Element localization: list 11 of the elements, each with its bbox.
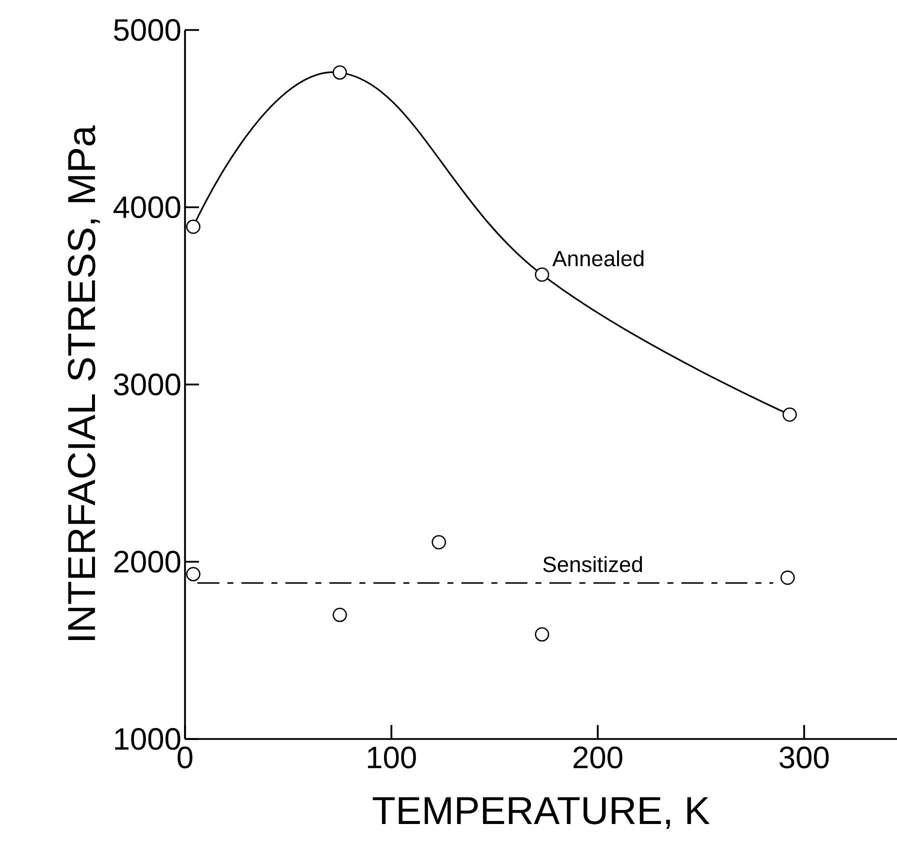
series-label: Annealed bbox=[552, 250, 644, 266]
y-tick-label: 3000 bbox=[114, 374, 180, 396]
y-tick-label: 4000 bbox=[113, 196, 180, 218]
x-tick-label: 100 bbox=[368, 746, 416, 768]
x-tick-label: 300 bbox=[780, 746, 829, 768]
text: Sensitized bbox=[543, 556, 642, 572]
x-axis-title: TEMPERATURE, K bbox=[372, 797, 710, 829]
y-tick-label: 5000 bbox=[114, 19, 180, 41]
y-axis-title: INTERFACIAL STRESS, MPa bbox=[68, 125, 100, 640]
y-tick-label: 2000 bbox=[114, 550, 180, 573]
x-tick-label: 200 bbox=[574, 746, 622, 768]
